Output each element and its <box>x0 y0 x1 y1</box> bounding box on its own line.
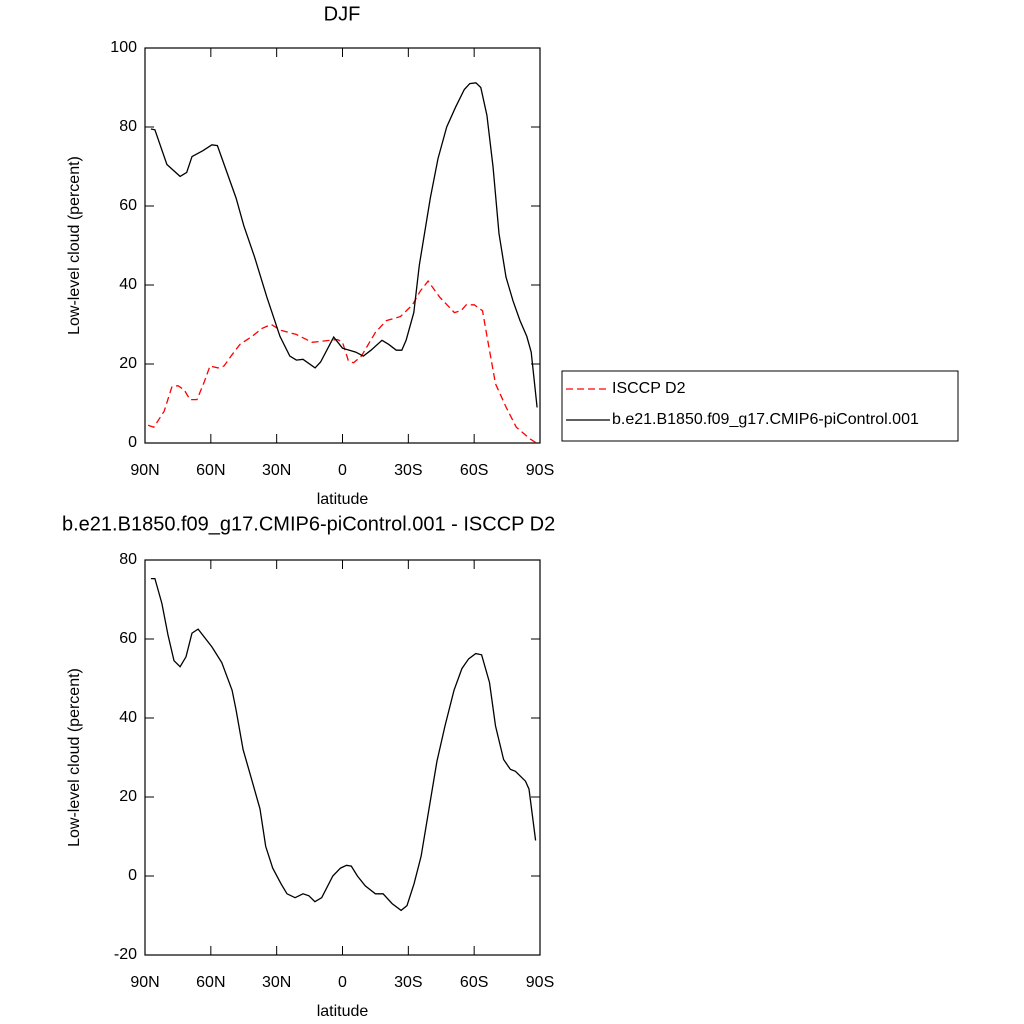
x-tick-label: 0 <box>338 974 347 991</box>
y-tick-label: 0 <box>128 867 137 884</box>
x-tick-label: 90N <box>130 462 159 479</box>
y-tick-label: 40 <box>119 276 137 293</box>
chart-title: DJF <box>324 3 361 25</box>
plot-frame <box>144 559 541 956</box>
x-tick-label: 30N <box>262 462 291 479</box>
data-line <box>150 577 537 912</box>
x-tick-label: 60S <box>460 462 488 479</box>
y-tick-label: 20 <box>119 355 137 372</box>
x-tick-label: 90S <box>526 974 554 991</box>
data-line <box>150 82 538 408</box>
x-tick-label: 30N <box>262 974 291 991</box>
y-tick-label: 80 <box>119 551 137 568</box>
y-tick-label: 80 <box>119 118 137 135</box>
plot-frame <box>144 47 541 444</box>
x-tick-label: 60S <box>460 974 488 991</box>
x-tick-label: 60N <box>196 974 225 991</box>
y-axis-label: Low-level cloud (percent) <box>66 156 83 335</box>
y-tick-label: 60 <box>119 630 137 647</box>
legend-label: b.e21.B1850.f09_g17.CMIP6-piControl.001 <box>612 411 919 428</box>
legend-label: ISCCP D2 <box>612 380 686 397</box>
data-line <box>147 280 537 444</box>
y-tick-label: 60 <box>119 197 137 214</box>
x-tick-label: 90N <box>130 974 159 991</box>
y-tick-label: 0 <box>128 434 137 451</box>
y-tick-label: 40 <box>119 709 137 726</box>
x-tick-label: 60N <box>196 462 225 479</box>
x-axis-label: latitude <box>317 491 369 508</box>
x-tick-label: 30S <box>394 462 422 479</box>
y-axis-label: Low-level cloud (percent) <box>66 668 83 847</box>
x-tick-label: 90S <box>526 462 554 479</box>
x-axis-label: latitude <box>317 1003 369 1020</box>
x-tick-label: 30S <box>394 974 422 991</box>
y-tick-label: 20 <box>119 788 137 805</box>
y-tick-label: -20 <box>114 946 137 963</box>
legend-box <box>561 370 959 442</box>
chart-title: b.e21.B1850.f09_g17.CMIP6-piControl.001 … <box>62 513 555 535</box>
x-tick-label: 0 <box>338 462 347 479</box>
y-tick-label: 100 <box>110 39 137 56</box>
